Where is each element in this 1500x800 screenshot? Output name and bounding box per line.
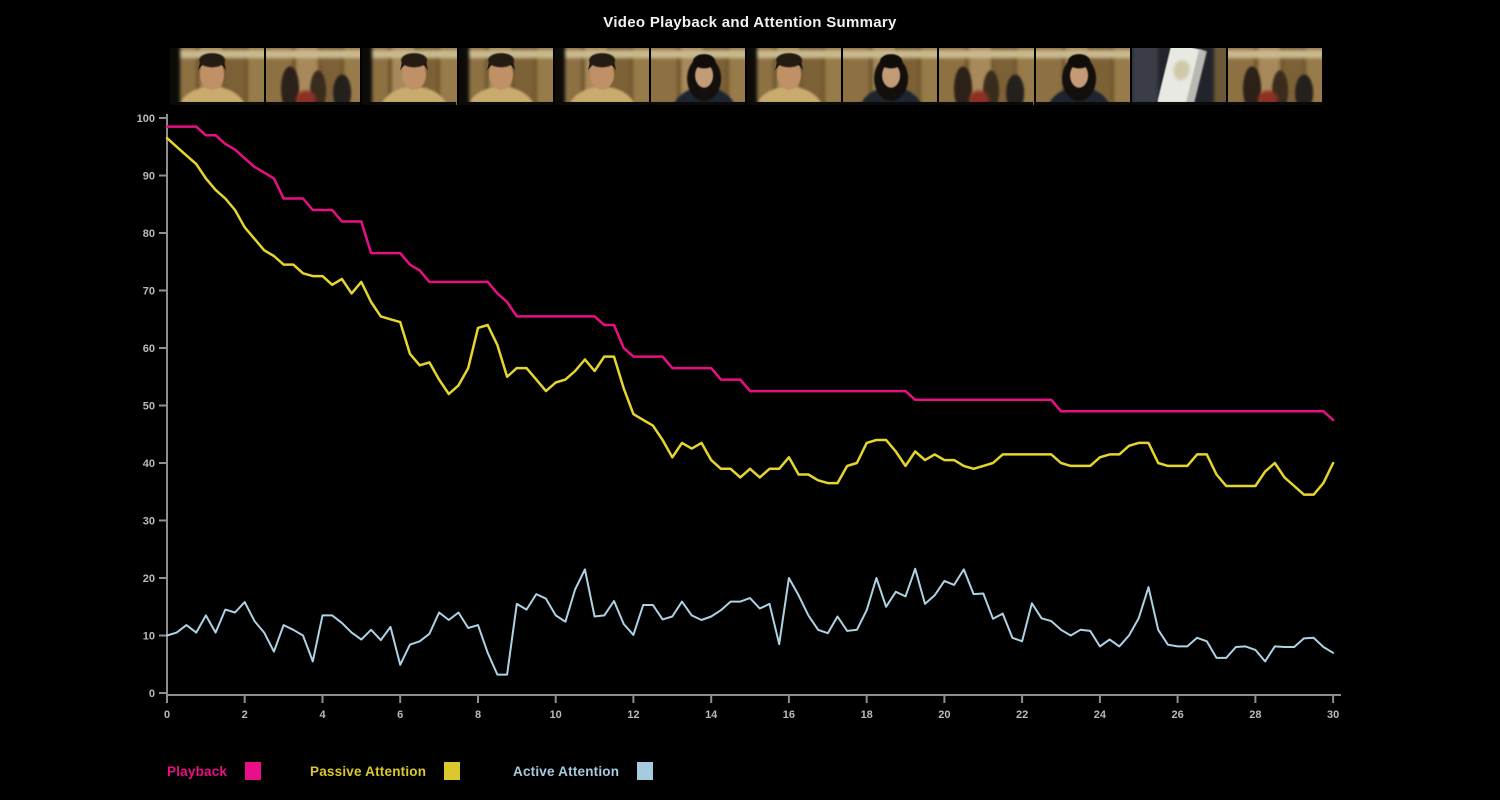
x-tick-label: 2	[242, 709, 248, 721]
y-tick-label: 40	[143, 458, 155, 470]
x-tick-label: 26	[1171, 709, 1183, 721]
y-tick-label: 10	[143, 631, 155, 643]
x-tick-label: 28	[1249, 709, 1261, 721]
x-tick-label: 4	[319, 709, 326, 721]
video-frame[interactable]	[170, 48, 265, 105]
x-tick-label: 20	[938, 709, 950, 721]
video-frame-image	[554, 48, 649, 105]
y-tick-label: 100	[137, 113, 155, 125]
legend-label-passive-attention: Passive Attention	[310, 763, 427, 779]
legend-item-active-attention[interactable]: Active Attention	[513, 762, 654, 780]
x-tick-label: 0	[164, 709, 170, 721]
video-frame-image	[170, 48, 265, 105]
x-tick-label: 24	[1094, 709, 1107, 721]
x-tick-label: 14	[705, 709, 718, 721]
page-title: Video Playback and Attention Summary	[603, 14, 897, 31]
video-frame[interactable]	[747, 48, 842, 105]
x-tick-label: 10	[550, 709, 562, 721]
video-frame-image	[1035, 48, 1130, 105]
chart-legend: Playback Passive Attention Active Attent…	[0, 762, 1500, 792]
video-frame-image	[650, 48, 746, 105]
active-attention-swatch	[637, 762, 654, 780]
x-tick-label: 12	[627, 709, 639, 721]
video-frame-image	[939, 48, 1034, 105]
legend-label-active-attention: Active Attention	[513, 763, 620, 779]
video-frame-image	[1131, 48, 1226, 105]
video-frame[interactable]	[362, 48, 457, 105]
y-tick-label: 70	[143, 286, 155, 298]
x-tick-label: 22	[1016, 709, 1028, 721]
video-frame[interactable]	[1227, 48, 1323, 105]
attention-chart: 0 10 20 30 40 50 60 70 80 90 100 0 2 4 6 8 10 12 14 16 18 20 2…	[130, 110, 1380, 730]
y-tick-label: 20	[143, 573, 155, 585]
video-frame[interactable]	[554, 48, 649, 105]
playback-swatch	[245, 762, 262, 780]
passive-attention-line	[165, 136, 1335, 496]
y-tick-label: 60	[143, 343, 155, 355]
video-frame-image	[1227, 48, 1323, 105]
video-frame[interactable]	[266, 48, 361, 105]
video-frame[interactable]	[843, 48, 938, 105]
y-tick-label: 0	[149, 688, 155, 700]
video-frame[interactable]	[458, 48, 553, 105]
video-frame-image	[266, 48, 361, 105]
y-tick-label: 80	[143, 228, 155, 240]
legend-item-playback[interactable]: Playback	[167, 762, 262, 780]
y-tick-label: 50	[143, 401, 155, 413]
x-tick-label: 8	[475, 709, 481, 721]
x-tick-label: 6	[397, 709, 403, 721]
video-filmstrip[interactable]	[170, 48, 1323, 105]
video-frame-image	[362, 48, 457, 105]
x-tick-label: 16	[783, 709, 795, 721]
video-frame-image	[747, 48, 842, 105]
y-tick-label: 30	[143, 516, 155, 528]
passive-attention-swatch	[444, 762, 461, 780]
video-frame-image	[458, 48, 553, 105]
video-frame[interactable]	[1035, 48, 1130, 105]
legend-item-passive-attention[interactable]: Passive Attention	[310, 762, 461, 780]
video-frame[interactable]	[650, 48, 746, 105]
legend-label-playback: Playback	[167, 763, 228, 779]
video-frame-image	[843, 48, 938, 105]
active-attention-line	[166, 567, 1335, 676]
y-tick-label: 90	[143, 171, 155, 183]
video-frame[interactable]	[939, 48, 1034, 105]
playback-line	[165, 125, 1335, 422]
video-frame[interactable]	[1131, 48, 1226, 105]
x-tick-label: 18	[861, 709, 873, 721]
x-tick-label: 30	[1327, 709, 1339, 721]
